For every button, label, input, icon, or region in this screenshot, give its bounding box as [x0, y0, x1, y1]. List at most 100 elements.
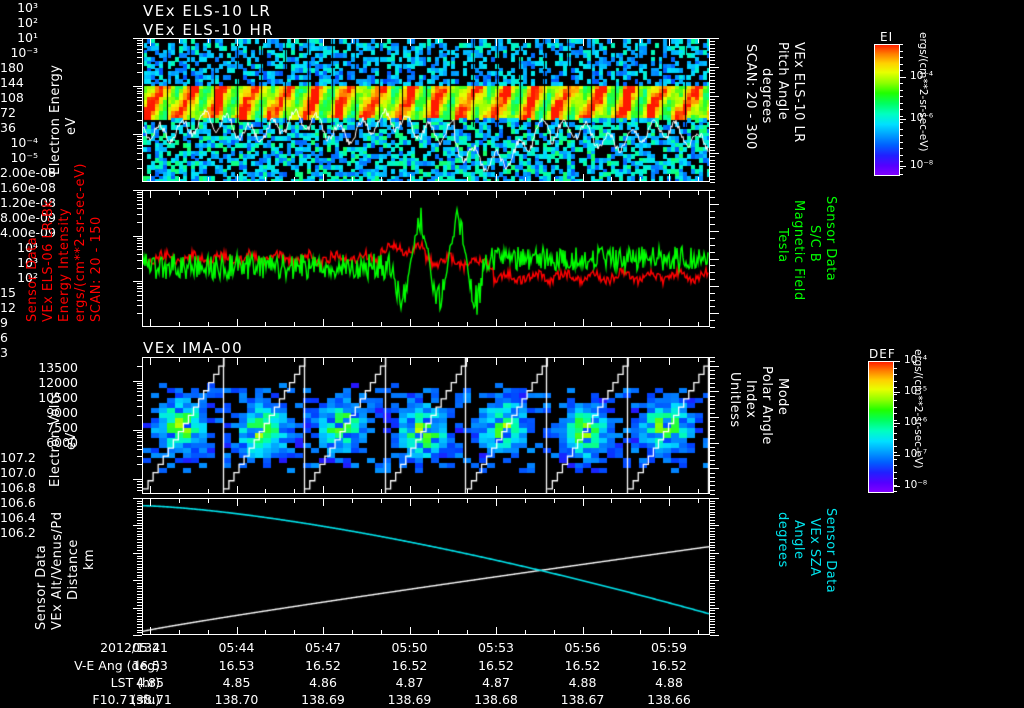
cb-minor	[899, 77, 903, 78]
p3-ytick-minor	[137, 406, 142, 407]
xtick-major-top-p3-0	[150, 358, 151, 365]
cb-minor	[899, 135, 903, 136]
xtick-minor-bot-p2-1-2	[294, 322, 295, 326]
p2-ytick-minor	[137, 249, 142, 250]
p2-ytick-minor	[137, 200, 142, 201]
p3-ytick-minor	[137, 445, 142, 446]
panel1-right-axis-label-4: SCAN: 20 - 300	[743, 44, 758, 150]
p4-ytick-label-1: 12000	[38, 375, 78, 390]
bottom-cell-r2-c1: 138.70	[214, 692, 259, 707]
cb-minor	[893, 420, 897, 421]
p3-ytick-minor	[137, 484, 142, 485]
xtick-minor-bot-p1-5-2	[640, 177, 641, 181]
p1-ytick-label-0: 10³	[17, 0, 38, 15]
xtick-major-top-p3-5	[583, 358, 584, 365]
p4-rtick-minor	[710, 509, 715, 510]
p1-ytick-minor	[137, 141, 142, 142]
p3-rtick-minor	[710, 426, 715, 427]
xtick-minor-top-p3-0-1	[179, 358, 180, 362]
xtick-minor-bot-p4-3-2	[467, 630, 468, 634]
xtick-minor-bot-p4-1-2	[294, 630, 295, 634]
p4-ytick-minor	[137, 509, 142, 510]
p3-rtick-minor	[710, 408, 715, 409]
p4-ytick-minor	[137, 514, 142, 515]
p4-ytick-minor	[137, 558, 142, 559]
p4-ytick-minor	[137, 498, 142, 499]
p4-ytick-minor	[137, 580, 142, 581]
p2-ytick-minor	[137, 197, 142, 198]
xtick-minor-top-p2-1-1	[265, 191, 266, 195]
p1-ytick-minor	[137, 100, 142, 101]
p1-ytick-minor	[137, 148, 142, 149]
xtick-major-top-p3-4	[496, 358, 497, 365]
p2-rtick-label-2: 1.20e-08	[0, 195, 56, 210]
xtick-major-top-p4-5	[583, 499, 584, 506]
xtick-major-bot-p3-6	[669, 486, 670, 493]
xtick-minor-top-p2-5-2	[640, 191, 641, 195]
p1-rtick-minor	[710, 86, 715, 87]
xtick-minor-bot-p1-2-1	[352, 177, 353, 181]
xtick-minor-bot-p1-4-2	[554, 177, 555, 181]
p2-ytick-minor	[137, 283, 142, 284]
p1-ytick-major-1	[133, 86, 142, 87]
p2-ytick-minor	[137, 288, 142, 289]
p3-rtick-minor	[710, 490, 715, 491]
p1-rtick-minor	[710, 137, 715, 138]
xtick-minor-top-p3-1-1	[265, 358, 266, 362]
xtick-minor-top-p2-3-1	[438, 191, 439, 195]
ei-colorbar-unit: ergs/(cm**2-sr-sec-eV)	[917, 32, 929, 152]
p4-ytick-minor	[137, 588, 142, 589]
xtick-minor-bot-p1-2-2	[381, 177, 382, 181]
p2-rtick-minor	[710, 327, 715, 328]
xtick-minor-top-p4-1-2	[294, 499, 295, 503]
panel1-title-hr: VEx ELS-10 HR	[143, 21, 275, 39]
xtick-minor-bot-p2-2-2	[381, 322, 382, 326]
xtick-minor-bot-p4-1-1	[265, 630, 266, 634]
bottom-cell-r2-c3: 138.69	[387, 692, 432, 707]
xtick-minor-top-p1-6-1	[698, 39, 699, 43]
xtick-minor-bot-p2-5-1	[611, 322, 612, 326]
p3-ytick-minor	[137, 441, 142, 442]
xtick-minor-bot-p1-5-1	[611, 177, 612, 181]
xtick-minor-bot-p1-4-1	[525, 177, 526, 181]
p3-ytick-minor	[137, 481, 142, 482]
cb-minor	[893, 459, 897, 460]
p3-rtick-minor	[710, 477, 715, 478]
xtick-minor-top-p3-0-2	[208, 358, 209, 362]
p1-rtick-label-3: 72	[0, 105, 16, 120]
cb-minor	[893, 413, 897, 414]
p4-rtick-minor	[710, 498, 715, 499]
xtick-major-top-p2-0	[150, 191, 151, 198]
p2-ytick-label-1: 10⁻⁴	[10, 135, 38, 150]
p1-ytick-minor	[137, 168, 142, 169]
xtick-minor-bot-p2-2-1	[352, 322, 353, 326]
p1-rtick-minor	[710, 105, 715, 106]
p1-rtick-minor	[710, 121, 715, 122]
def-cbtick-1	[893, 392, 900, 393]
p4-rtick-minor	[710, 558, 715, 559]
p1-rtick-minor	[710, 179, 715, 180]
bottom-time-1: 05:44	[218, 640, 255, 655]
cb-minor	[899, 64, 903, 65]
xtick-major-bot-p3-4	[496, 486, 497, 493]
p4-rtick-minor	[710, 577, 715, 578]
bottom-cell-r1-c0: 4.85	[136, 675, 164, 690]
xtick-minor-bot-p4-6-1	[698, 630, 699, 634]
xtick-minor-top-p2-4-1	[525, 191, 526, 195]
p4-rtick-minor	[710, 569, 715, 570]
cb-minor	[899, 51, 903, 52]
panel4-right-axis-label-2: VEx SZA	[807, 518, 822, 577]
p3-rtick-minor	[710, 361, 715, 362]
xtick-major-top-p2-5	[583, 191, 584, 198]
p3-rtick-minor	[710, 443, 715, 444]
p4-rtick-label-5: 106.2	[0, 525, 36, 540]
p1-ytick-minor	[137, 43, 142, 44]
p3-ytick-minor	[137, 432, 142, 433]
p1-rtick-minor	[710, 172, 715, 173]
p4-ytick-minor	[137, 539, 142, 540]
xtick-major-top-p3-2	[323, 358, 324, 365]
p2-rtick-label-4: 4.00e-09	[0, 225, 56, 240]
bottom-cell-r0-c5: 16.52	[564, 658, 601, 673]
xtick-minor-bot-p3-3-1	[438, 489, 439, 493]
cb-minor	[899, 161, 903, 162]
